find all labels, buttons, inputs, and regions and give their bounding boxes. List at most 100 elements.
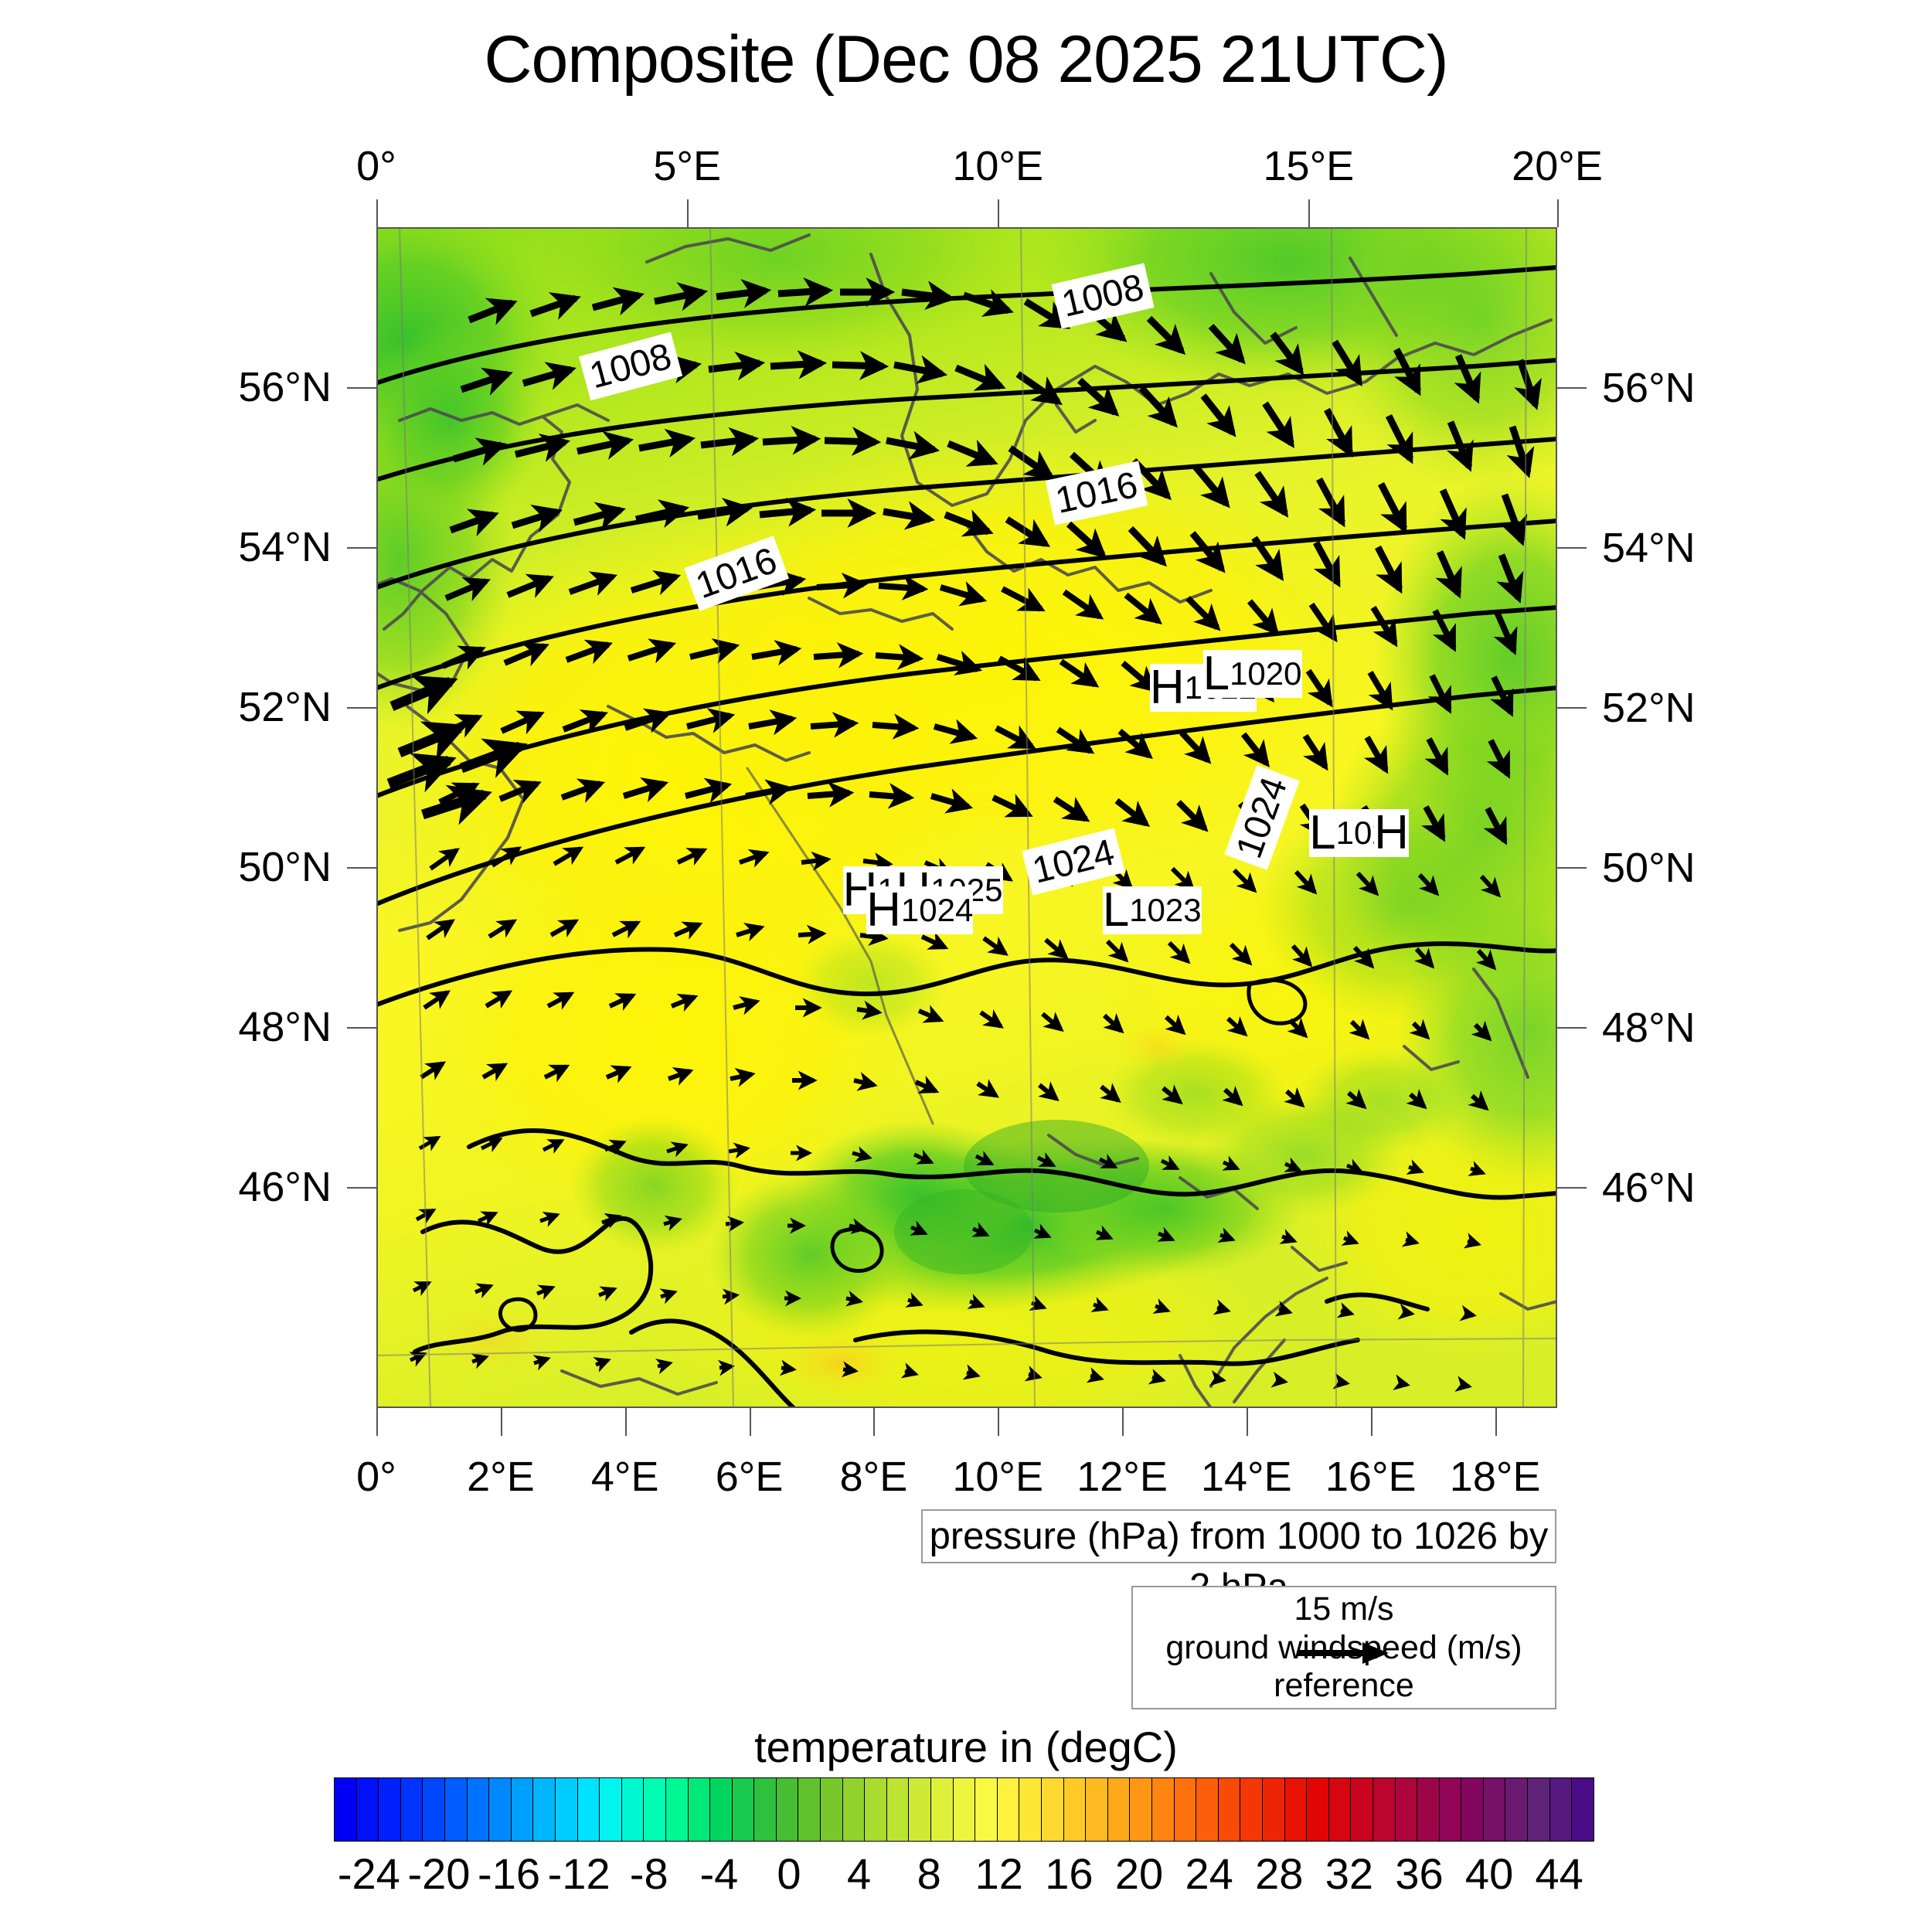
colorbar-tick-label: 8: [917, 1849, 941, 1898]
axis-label-left: 52°N: [238, 683, 332, 730]
axis-label-bottom: 16°E: [1325, 1454, 1417, 1500]
colorbar-cell: [1174, 1778, 1197, 1841]
colorbar[interactable]: [334, 1777, 1594, 1842]
colorbar-cell: [1107, 1778, 1131, 1841]
colorbar-cell: [1505, 1778, 1529, 1841]
colorbar-cell: [577, 1778, 600, 1841]
axis-tick-right: [1557, 1026, 1587, 1029]
colorbar-cell: [909, 1778, 932, 1841]
colorbar-tick-label: -12: [547, 1849, 611, 1898]
colorbar-cell: [489, 1778, 512, 1841]
pressure-center-symbol: H: [866, 883, 901, 937]
colorbar-cell: [886, 1778, 910, 1841]
colorbar-cell: [444, 1778, 468, 1841]
colorbar-cell: [1262, 1778, 1285, 1841]
colorbar-cell: [1196, 1778, 1219, 1841]
colorbar-cell: [335, 1778, 357, 1841]
pressure-center-symbol: L: [1102, 883, 1130, 937]
colorbar-cell: [1019, 1778, 1042, 1841]
colorbar-tick-label: 12: [975, 1849, 1023, 1898]
axis-label-top: 20°E: [1512, 143, 1603, 189]
axis-label-right: 56°N: [1602, 365, 1696, 412]
axis-label-bottom: 6°E: [715, 1454, 784, 1500]
axis-tick-right: [1557, 706, 1587, 709]
axis-tick-bottom: [998, 1408, 1000, 1436]
pressure-center-value: 1024: [900, 891, 974, 928]
axis-label-right: 52°N: [1602, 684, 1696, 731]
axis-label-bottom: 18°E: [1449, 1454, 1541, 1500]
colorbar-tick-label: 0: [777, 1849, 801, 1898]
colorbar-cell: [1218, 1778, 1241, 1841]
colorbar-cell: [400, 1778, 423, 1841]
axis-tick-bottom: [1370, 1408, 1372, 1436]
page-title: Composite (Dec 08 2025 21UTC): [484, 22, 1448, 97]
axis-tick-bottom: [624, 1408, 627, 1436]
axis-label-bottom: 0°: [356, 1454, 396, 1500]
colorbar-tick-label: 32: [1325, 1849, 1374, 1898]
axis-label-bottom: 14°E: [1200, 1454, 1292, 1500]
colorbar-tick-label: 4: [847, 1849, 872, 1898]
pressure-center-high: H1024: [866, 883, 974, 937]
pressure-center-symbol: H: [1374, 806, 1409, 860]
axis-tick-right: [1557, 387, 1587, 389]
axis-label-top: 10°E: [952, 143, 1044, 189]
axis-label-left: 54°N: [238, 523, 332, 570]
colorbar-cell: [997, 1778, 1020, 1841]
colorbar-tick-label: -4: [699, 1849, 739, 1898]
colorbar-cell: [423, 1778, 445, 1841]
axis-tick-left: [347, 1186, 376, 1189]
colorbar-tick-label: 16: [1045, 1849, 1094, 1898]
colorbar-cell: [1439, 1778, 1462, 1841]
axis-tick-top: [1308, 199, 1311, 227]
axis-tick-bottom: [1246, 1408, 1248, 1436]
axis-tick-top: [998, 199, 1000, 227]
colorbar-cell: [1417, 1778, 1440, 1841]
colorbar-cell: [1549, 1778, 1573, 1841]
axis-label-left: 46°N: [238, 1163, 332, 1210]
colorbar-tick-label: -20: [407, 1849, 471, 1898]
axis-tick-left: [347, 387, 376, 389]
colorbar-cell: [931, 1778, 954, 1841]
colorbar-cell: [621, 1778, 645, 1841]
colorbar-tick-label: 24: [1185, 1849, 1233, 1898]
colorbar-cell: [1528, 1778, 1550, 1841]
colorbar-cell: [511, 1778, 534, 1841]
isobar-layer: [376, 265, 1557, 1408]
colorbar-cell: [732, 1778, 755, 1841]
colorbar-cell: [1461, 1778, 1484, 1841]
axis-label-right: 48°N: [1602, 1004, 1696, 1051]
colorbar-cell: [776, 1778, 799, 1841]
axis-tick-right: [1557, 546, 1587, 549]
axis-label-left: 56°N: [238, 364, 332, 411]
colorbar-tick-label: 20: [1114, 1849, 1164, 1898]
colorbar-cell: [1086, 1778, 1108, 1841]
colorbar-cell: [1042, 1778, 1064, 1841]
colorbar-cell: [1351, 1778, 1373, 1841]
colorbar-tick-label: 28: [1255, 1849, 1304, 1898]
axis-label-right: 54°N: [1602, 524, 1696, 571]
colorbar-cell: [1284, 1778, 1308, 1841]
axis-label-bottom: 8°E: [839, 1454, 908, 1500]
axis-label-left: 48°N: [238, 1003, 332, 1050]
colorbar-cell: [644, 1778, 666, 1841]
axis-label-bottom: 10°E: [952, 1454, 1044, 1500]
colorbar-cell: [688, 1778, 711, 1841]
axis-tick-left: [347, 546, 376, 549]
colorbar-cell: [1130, 1778, 1152, 1841]
colorbar-cell: [1372, 1778, 1396, 1841]
axis-label-bottom: 2°E: [467, 1454, 535, 1500]
colorbar-cell: [953, 1778, 976, 1841]
pressure-legend-box: pressure (hPa) from 1000 to 1026 by 2 hP…: [921, 1509, 1556, 1608]
colorbar-cell: [754, 1778, 777, 1841]
pressure-center-low: L1023: [1102, 883, 1202, 937]
colorbar-cell: [1572, 1778, 1594, 1841]
pressure-center-low: L1020: [1202, 650, 1302, 699]
axis-tick-top: [1557, 199, 1559, 227]
colorbar-tick-label: 36: [1395, 1849, 1444, 1898]
axis-tick-right: [1557, 867, 1587, 869]
colorbar-tick-label: 40: [1464, 1849, 1514, 1898]
axis-tick-left: [347, 706, 376, 709]
colorbar-cell: [1307, 1778, 1329, 1841]
axis-tick-top: [376, 199, 378, 227]
axis-label-top: 15°E: [1263, 143, 1355, 189]
